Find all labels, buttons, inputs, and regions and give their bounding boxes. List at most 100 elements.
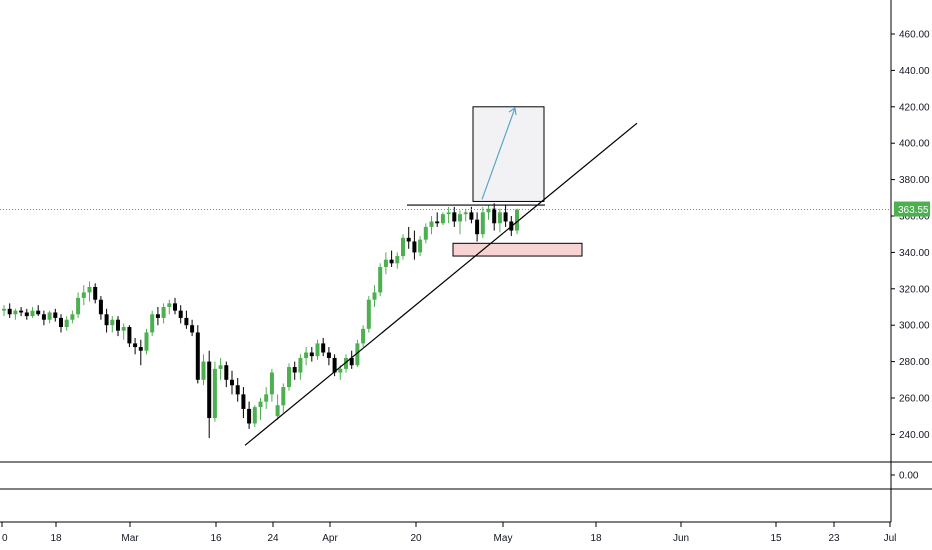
candle[interactable] xyxy=(64,316,69,331)
candle[interactable] xyxy=(155,307,160,326)
candle[interactable] xyxy=(349,350,354,369)
drawings-layer xyxy=(0,106,891,446)
candle[interactable] xyxy=(104,308,109,333)
candle[interactable] xyxy=(24,308,29,320)
candle[interactable] xyxy=(315,339,320,360)
candle[interactable] xyxy=(361,325,366,348)
candle[interactable] xyxy=(161,303,166,324)
candle[interactable] xyxy=(435,212,440,227)
candle[interactable] xyxy=(178,305,183,324)
candle[interactable] xyxy=(247,401,252,429)
candle[interactable] xyxy=(446,206,451,224)
candle[interactable] xyxy=(47,310,52,324)
candle[interactable] xyxy=(241,387,246,419)
candle[interactable] xyxy=(452,206,457,227)
candle[interactable] xyxy=(304,347,309,366)
candle[interactable] xyxy=(53,308,58,322)
price-tick-label: 360.00 xyxy=(899,212,930,223)
candle[interactable] xyxy=(321,337,326,357)
candle[interactable] xyxy=(7,303,12,318)
candle[interactable] xyxy=(492,203,497,231)
candle[interactable] xyxy=(93,283,98,304)
candle[interactable] xyxy=(497,208,502,233)
candle[interactable] xyxy=(230,370,234,395)
candle[interactable] xyxy=(332,354,337,377)
candle[interactable] xyxy=(150,310,155,337)
candle[interactable] xyxy=(264,387,269,409)
candle[interactable] xyxy=(36,305,41,317)
target-zone-box[interactable] xyxy=(472,106,545,202)
candle[interactable] xyxy=(13,308,18,320)
candle[interactable] xyxy=(19,307,24,317)
candle[interactable] xyxy=(281,383,286,413)
candle[interactable] xyxy=(212,361,217,422)
candle[interactable] xyxy=(258,398,263,420)
candle[interactable] xyxy=(190,319,195,337)
candle[interactable] xyxy=(366,296,371,333)
candle[interactable] xyxy=(326,347,331,366)
candle[interactable] xyxy=(486,205,491,220)
candle[interactable] xyxy=(401,234,405,260)
candle[interactable] xyxy=(389,250,394,267)
candle[interactable] xyxy=(116,316,120,337)
candle[interactable] xyxy=(30,307,35,318)
candle[interactable] xyxy=(475,212,480,242)
candle[interactable] xyxy=(98,296,103,320)
candle[interactable] xyxy=(418,236,423,257)
candle[interactable] xyxy=(70,310,75,324)
candle[interactable] xyxy=(41,310,46,326)
candle[interactable] xyxy=(429,216,434,235)
candle[interactable] xyxy=(195,325,200,384)
candle-body xyxy=(401,237,405,257)
candle[interactable] xyxy=(173,297,177,315)
candle-body xyxy=(178,310,183,318)
candle[interactable] xyxy=(292,361,297,380)
candle[interactable] xyxy=(2,305,6,317)
candle[interactable] xyxy=(224,361,229,388)
candle[interactable] xyxy=(440,212,445,226)
candle-body xyxy=(138,347,143,351)
candle[interactable] xyxy=(235,377,240,402)
candle[interactable] xyxy=(344,354,348,373)
date-tick-label: 23 xyxy=(828,533,840,544)
stop-zone-box[interactable] xyxy=(452,242,583,257)
candle[interactable] xyxy=(110,316,115,333)
candle[interactable] xyxy=(76,292,81,318)
candle-body xyxy=(435,221,440,224)
candle[interactable] xyxy=(167,299,172,315)
candle[interactable] xyxy=(87,281,92,302)
candle[interactable] xyxy=(207,350,212,439)
candle[interactable] xyxy=(372,285,377,307)
candle[interactable] xyxy=(133,337,138,355)
candle[interactable] xyxy=(503,205,508,227)
candle[interactable] xyxy=(252,405,257,428)
candle[interactable] xyxy=(383,252,388,275)
candle[interactable] xyxy=(81,285,86,306)
candle[interactable] xyxy=(423,223,428,244)
candle[interactable] xyxy=(218,357,223,380)
candle[interactable] xyxy=(127,325,132,348)
candle[interactable] xyxy=(201,354,206,386)
candle-body xyxy=(76,297,81,315)
candle[interactable] xyxy=(480,206,485,238)
candle[interactable] xyxy=(458,210,462,235)
candle[interactable] xyxy=(378,263,383,297)
candle[interactable] xyxy=(138,339,143,366)
candle[interactable] xyxy=(298,354,303,380)
projection-arrow[interactable] xyxy=(481,107,516,200)
candle-body xyxy=(475,219,480,235)
candle[interactable] xyxy=(184,310,189,329)
candle[interactable] xyxy=(121,323,126,340)
candle[interactable] xyxy=(144,328,149,355)
candle[interactable] xyxy=(59,314,63,333)
candle[interactable] xyxy=(269,368,274,402)
candle[interactable] xyxy=(287,363,291,391)
candle[interactable] xyxy=(463,208,468,222)
ascending-trendline[interactable] xyxy=(244,122,638,446)
candle[interactable] xyxy=(406,226,411,249)
candle[interactable] xyxy=(309,347,314,362)
candle[interactable] xyxy=(395,252,400,269)
candle[interactable] xyxy=(412,230,417,260)
candle[interactable] xyxy=(275,394,280,420)
